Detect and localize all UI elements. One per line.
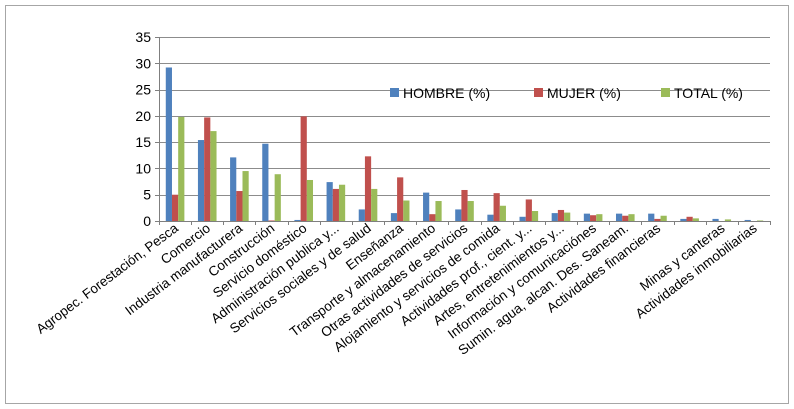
y-tick-label-0: 0 [143, 213, 151, 229]
bar-0-10 [487, 214, 494, 221]
bar-0-15 [648, 213, 655, 221]
bar-0-6 [358, 209, 365, 221]
bar-chart: 0 5 10 15 20 25 30 35 Agropec. Forestación, Pes… [33, 29, 771, 358]
bar-0-14 [615, 213, 623, 221]
x-tick-labels: Agropec. Forestación, PescaComercioIndus… [33, 220, 759, 358]
bars [165, 67, 764, 221]
y-tick-label-6: 30 [135, 55, 151, 71]
bar-1-13 [590, 215, 597, 221]
bar-0-7 [390, 213, 398, 221]
y-tick-label-3: 15 [135, 134, 151, 150]
y-tick-labels: 0 5 10 15 20 25 30 35 [135, 29, 151, 229]
bar-0-9 [455, 209, 462, 221]
bar-1-16 [686, 216, 693, 221]
legend-label-2: TOTAL (%) [674, 85, 743, 101]
bar-1-4 [300, 116, 307, 221]
bar-2-4 [306, 179, 314, 221]
chart-frame: 0 5 10 15 20 25 30 35 Agropec. Forestación, Pes… [5, 5, 789, 404]
bar-1-2 [236, 191, 243, 221]
bar-0-3 [262, 143, 269, 221]
bar-1-12 [557, 209, 565, 221]
bar-2-3 [274, 174, 281, 221]
bar-0-17 [712, 218, 719, 221]
bar-2-1 [210, 131, 217, 221]
bar-0-1 [197, 140, 205, 221]
bar-1-9 [461, 189, 468, 221]
legend-label-1: MUJER (%) [547, 85, 621, 101]
bar-0-8 [423, 192, 430, 221]
bar-2-13 [596, 214, 603, 221]
bar-0-4 [294, 219, 301, 221]
bar-1-15 [654, 218, 661, 221]
legend-swatch-1 [534, 88, 543, 97]
bar-1-10 [493, 193, 500, 221]
bar-0-18 [744, 219, 751, 221]
bar-2-17 [724, 219, 732, 221]
bar-1-11 [525, 199, 532, 221]
bar-2-15 [660, 215, 667, 221]
bar-2-9 [467, 201, 474, 221]
y-tick-label-1: 5 [143, 187, 151, 203]
bar-0-2 [230, 157, 237, 221]
bar-1-5 [332, 188, 339, 221]
bar-2-7 [403, 200, 410, 221]
y-tick-label-4: 20 [135, 108, 151, 124]
bar-1-3 [268, 220, 275, 221]
bar-1-7 [397, 177, 404, 221]
bar-0-16 [680, 218, 687, 221]
bar-1-8 [429, 214, 436, 221]
bar-2-10 [499, 205, 506, 221]
axes [155, 37, 771, 225]
y-tick-label-5: 25 [135, 82, 151, 98]
bar-1-6 [364, 156, 372, 221]
bar-0-0 [165, 67, 172, 221]
bar-2-2 [242, 171, 249, 221]
bar-0-12 [551, 213, 558, 221]
legend-label-0: HOMBRE (%) [403, 85, 490, 101]
bar-2-18 [757, 220, 764, 221]
legend-swatch-0 [390, 88, 399, 97]
gridlines [159, 37, 770, 222]
bar-1-1 [204, 117, 211, 221]
bar-1-0 [171, 194, 179, 221]
bar-0-5 [326, 182, 333, 221]
legend: HOMBRE (%) MUJER (%) TOTAL (%) [390, 85, 743, 101]
bar-2-8 [435, 201, 442, 221]
bar-0-11 [519, 216, 526, 221]
bar-1-14 [622, 215, 629, 221]
legend-swatch-2 [661, 88, 670, 97]
bar-2-5 [338, 184, 346, 221]
bar-2-12 [564, 212, 571, 221]
bar-2-14 [628, 214, 635, 221]
bar-2-6 [371, 188, 378, 221]
y-tick-label-7: 35 [135, 29, 151, 45]
bar-2-16 [692, 218, 699, 221]
y-tick-label-2: 10 [135, 160, 151, 176]
bar-2-11 [531, 211, 539, 221]
bar-0-13 [583, 213, 591, 221]
bar-2-0 [178, 116, 185, 221]
